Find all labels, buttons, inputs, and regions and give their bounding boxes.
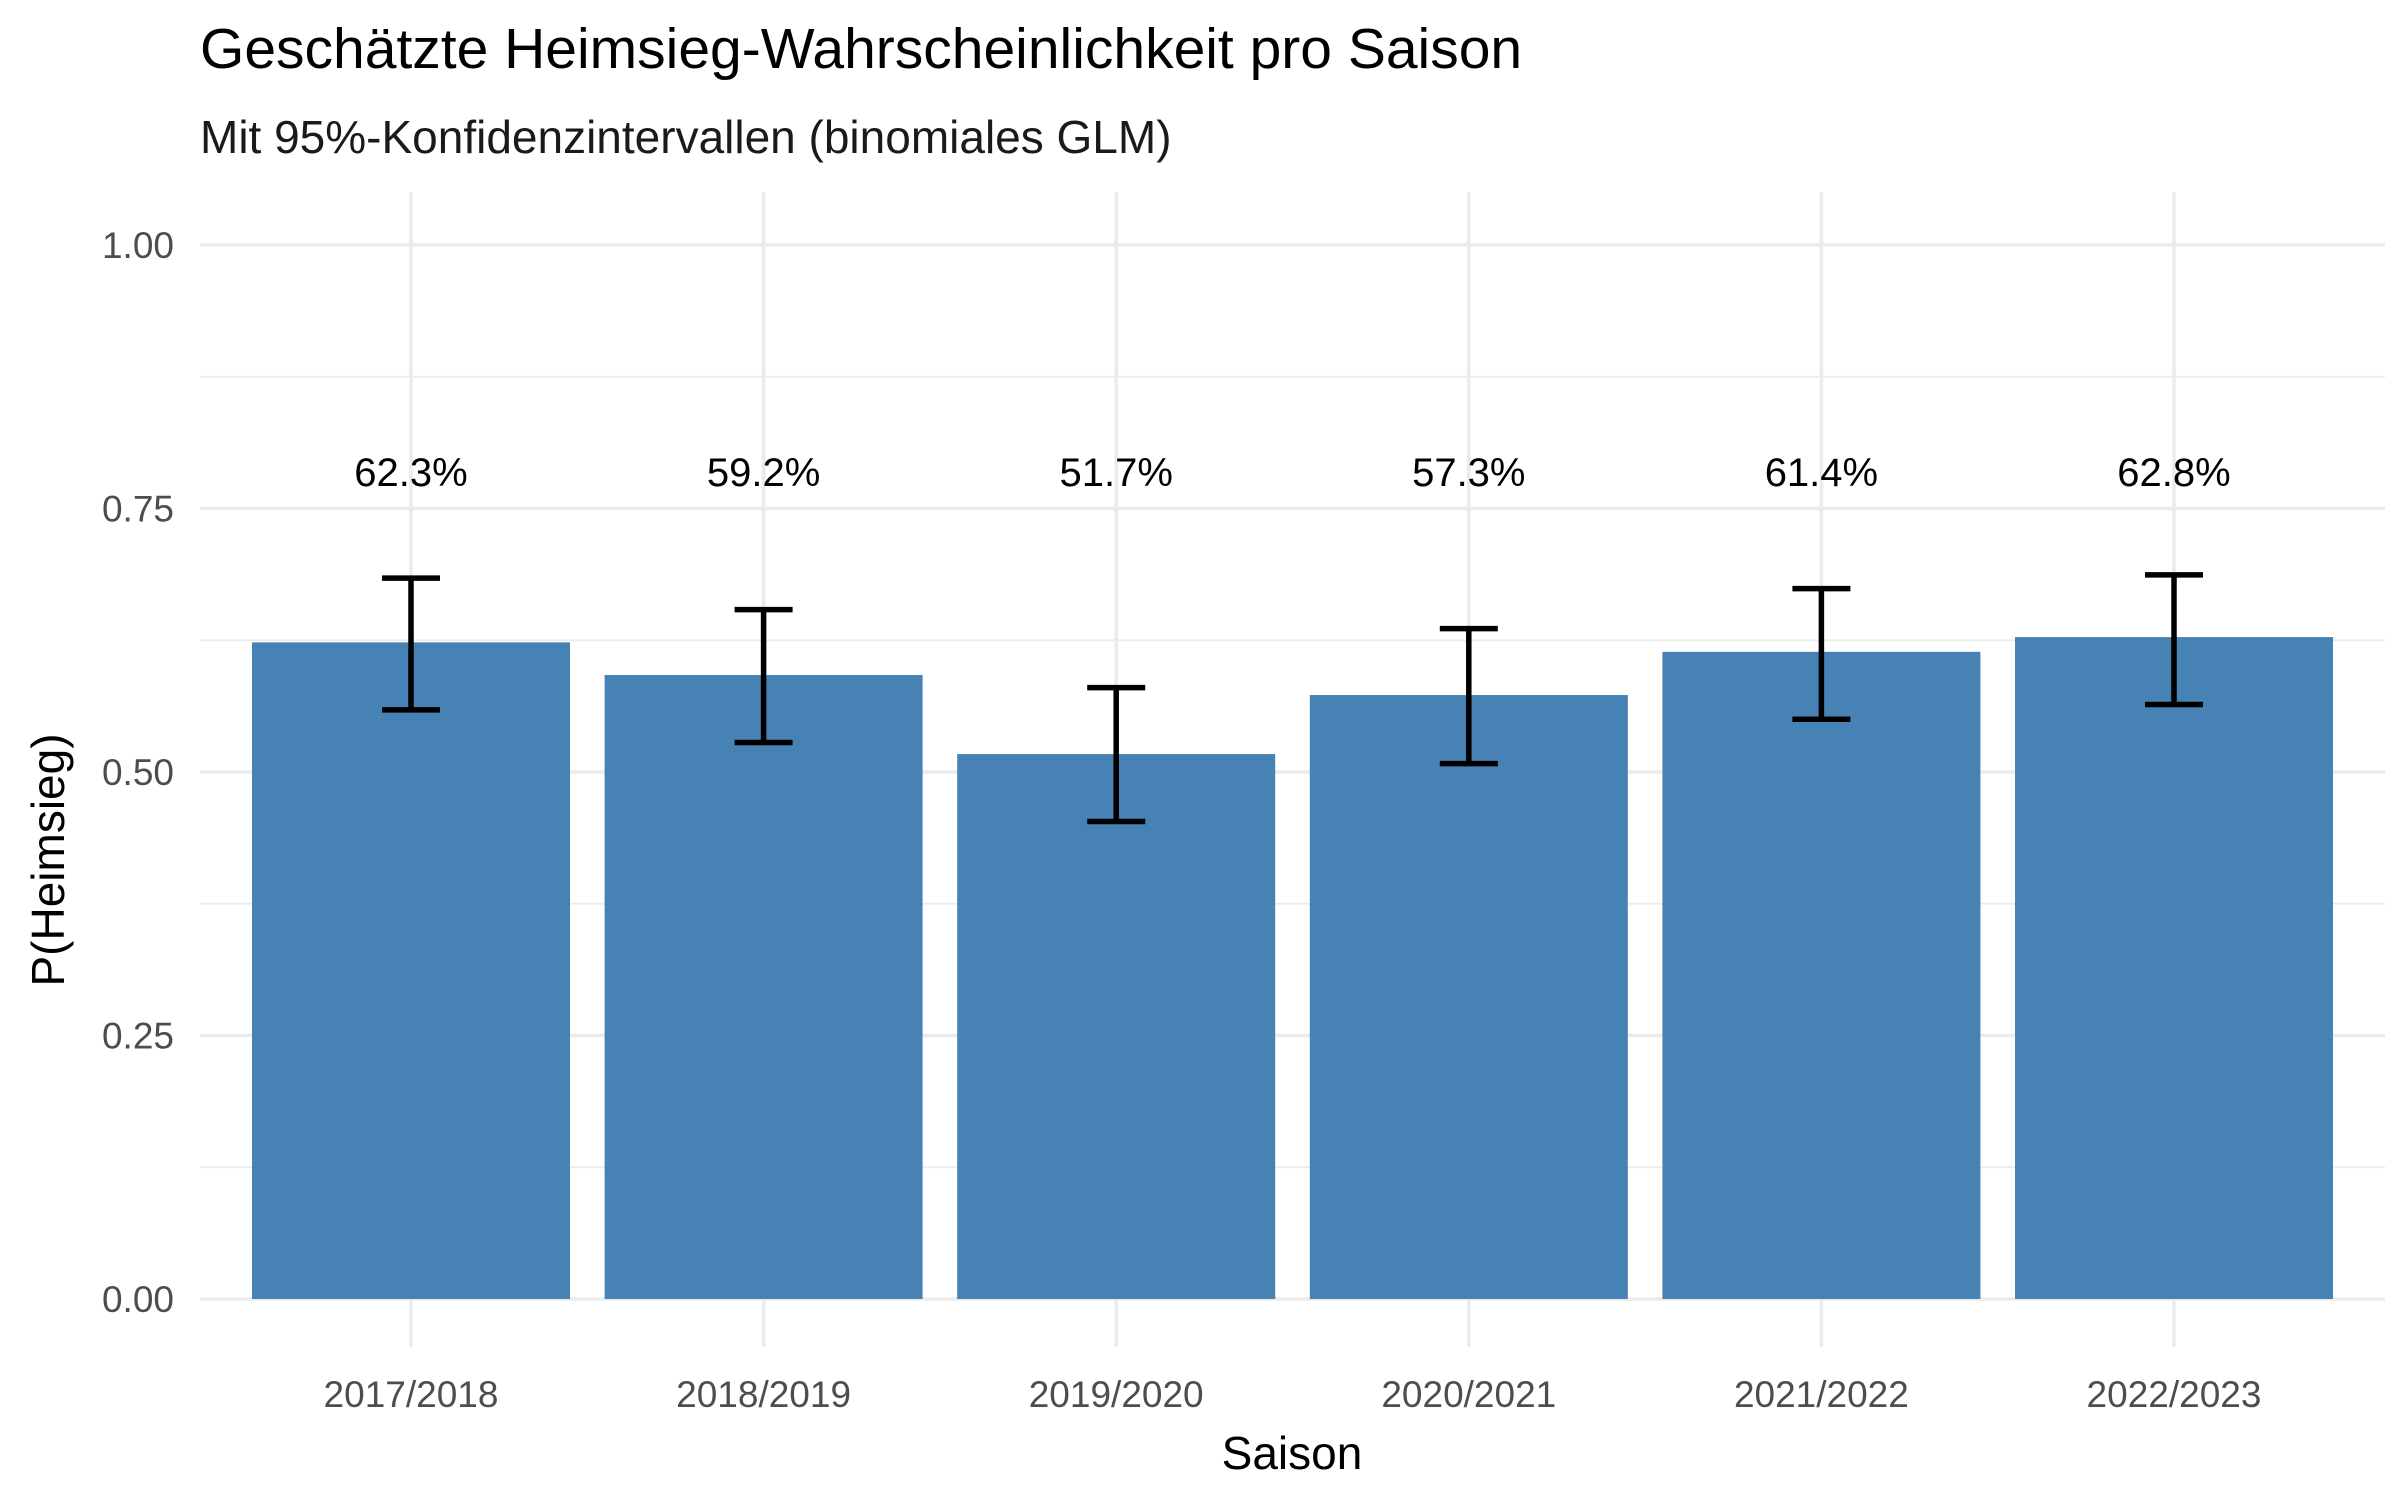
bar [1662, 651, 1981, 1299]
error-bar [1087, 684, 1146, 825]
bar [957, 754, 1276, 1299]
x-axis-title: Saison [1222, 1427, 1363, 1479]
x-axis-ticks: 2017/2018 2018/2019 2019/2020 2020/2021 2021… [324, 1374, 2262, 1415]
x-tick-label: 2018/2019 [676, 1374, 851, 1415]
error-bar [2145, 572, 2203, 708]
error-bars [382, 572, 2203, 825]
data-label: 57.3% [1412, 451, 1525, 495]
y-tick-label: 0.00 [102, 1279, 174, 1320]
x-tick-label: 2020/2021 [1381, 1374, 1556, 1415]
chart-title: Geschätzte Heimsieg-Wahrscheinlichkeit p… [200, 17, 1522, 81]
y-tick-label: 0.25 [102, 1016, 174, 1057]
error-bar [1792, 585, 1851, 723]
y-axis-title: P(Heimsieg) [22, 733, 74, 986]
x-tick-label: 2017/2018 [324, 1374, 499, 1415]
data-label: 51.7% [1059, 451, 1172, 495]
x-tick-label: 2021/2022 [1734, 1374, 1909, 1415]
x-tick-label: 2022/2023 [2087, 1374, 2262, 1415]
y-tick-label: 0.75 [102, 489, 174, 530]
y-tick-label: 1.00 [102, 225, 174, 266]
bar [1309, 695, 1628, 1299]
chart-subtitle: Mit 95%-Konfidenzintervallen (binomiales… [200, 111, 1172, 163]
data-label: 62.8% [2117, 451, 2230, 495]
data-label: 61.4% [1765, 451, 1878, 495]
error-bar [382, 575, 440, 713]
data-labels: 62.3% 59.2% 51.7% 57.3% 61.4% 62.8% [354, 451, 2230, 495]
bars [252, 637, 2333, 1299]
data-label: 62.3% [354, 451, 467, 495]
x-tick-label: 2019/2020 [1029, 1374, 1204, 1415]
bar [604, 675, 923, 1299]
error-bar [734, 606, 793, 746]
y-axis-ticks: 0.00 0.25 0.50 0.75 1.00 [102, 225, 174, 1320]
data-label: 59.2% [707, 451, 820, 495]
bar [252, 642, 570, 1299]
error-bar [1439, 625, 1498, 767]
y-tick-label: 0.50 [102, 752, 174, 793]
bar [2015, 637, 2333, 1299]
